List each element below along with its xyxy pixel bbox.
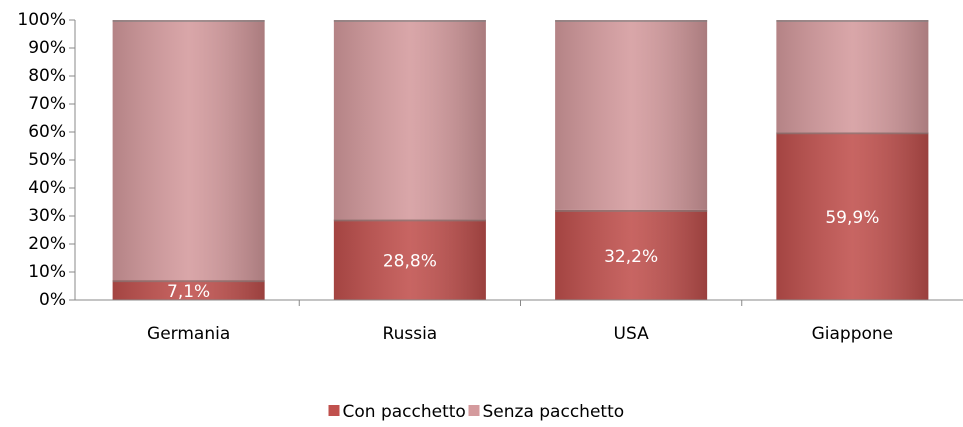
bar-shade: [333, 219, 486, 300]
data-label: 7,1%: [167, 282, 210, 302]
y-tick-label: 40%: [28, 178, 66, 198]
data-label: 32,2%: [604, 247, 658, 267]
y-tick-label: 50%: [28, 150, 66, 170]
legend-swatch: [468, 405, 480, 416]
y-tick-label: 80%: [28, 66, 66, 86]
bar-shade: [112, 20, 265, 281]
x-tick-label: USA: [614, 324, 650, 344]
y-tick-label: 30%: [28, 206, 66, 226]
y-tick-label: 100%: [17, 10, 66, 30]
bar-shade: [112, 280, 265, 300]
x-tick-label: Giappone: [812, 324, 894, 344]
x-tick-label: Germania: [147, 324, 230, 344]
y-tick-label: 90%: [28, 38, 66, 58]
data-label: 28,8%: [383, 252, 437, 272]
legend-label: Senza pacchetto: [483, 402, 625, 422]
y-tick-label: 70%: [28, 94, 66, 114]
y-tick-label: 20%: [28, 234, 66, 254]
x-tick-label: Russia: [383, 324, 438, 344]
y-tick-label: 10%: [28, 262, 66, 282]
bar-shade: [333, 20, 486, 220]
bar-shade: [776, 20, 929, 133]
bar-shade: [776, 132, 929, 300]
legend-label: Con pacchetto: [343, 402, 466, 422]
legend-swatch: [328, 405, 340, 416]
y-tick-label: 0%: [39, 290, 66, 310]
data-label: 59,9%: [825, 208, 879, 228]
y-tick-label: 60%: [28, 122, 66, 142]
bar-shade: [555, 209, 708, 300]
bar-shade: [555, 20, 708, 210]
